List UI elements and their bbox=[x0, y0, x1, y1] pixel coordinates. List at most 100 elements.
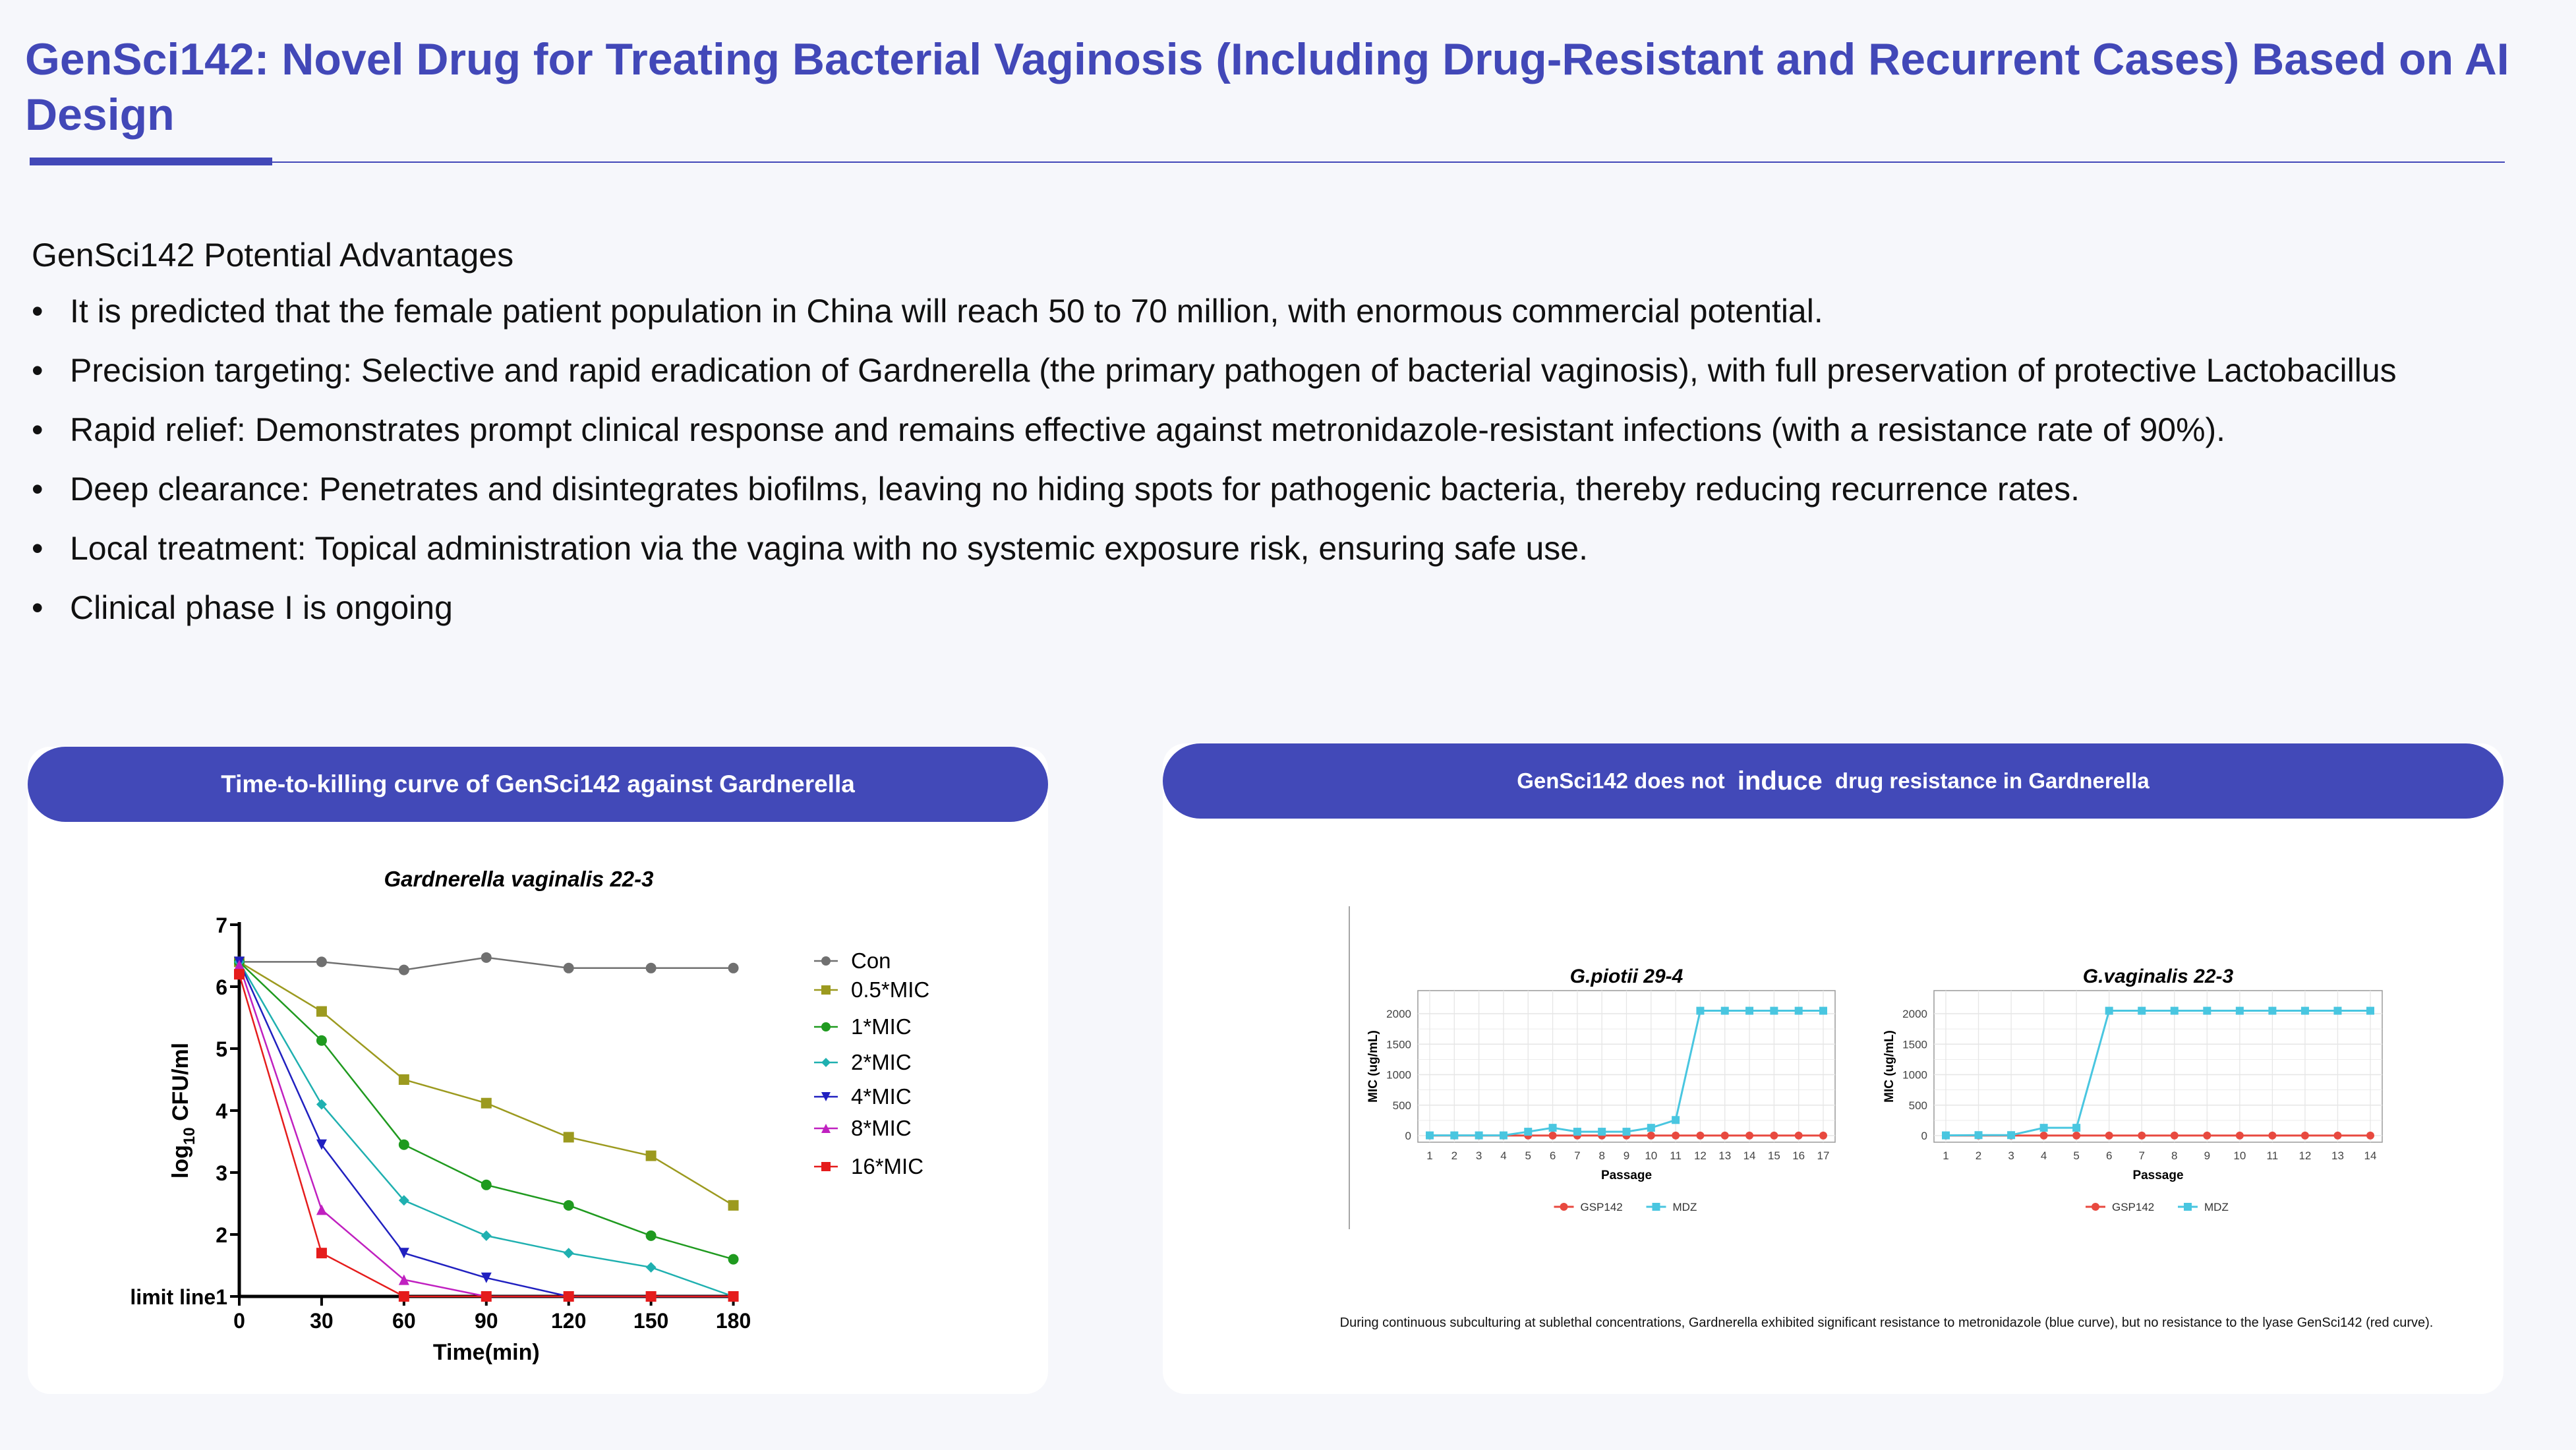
legend-swatch-marker bbox=[821, 956, 831, 966]
mic-x-tick-label: 5 bbox=[1525, 1149, 1531, 1162]
y-tick-label: 7 bbox=[216, 914, 227, 937]
mic-x-tick-label: 12 bbox=[1694, 1149, 1707, 1162]
mic-x-tick-label: 2 bbox=[1451, 1149, 1457, 1162]
mic-x-tick-label: 7 bbox=[2138, 1149, 2144, 1162]
mic-data-point bbox=[1672, 1116, 1680, 1124]
bullet-marker: • bbox=[32, 352, 44, 389]
series-line bbox=[239, 961, 734, 1206]
mic-data-point bbox=[2138, 1131, 2146, 1140]
mic-data-point bbox=[1548, 1131, 1557, 1140]
data-point bbox=[398, 1195, 409, 1206]
mic-chart-title: G.vaginalis 22-3 bbox=[2083, 966, 2234, 987]
data-point bbox=[398, 1248, 409, 1259]
mic-y-tick-label: 1500 bbox=[1386, 1038, 1411, 1051]
legend-label: 4*MIC bbox=[851, 1084, 912, 1109]
mic-x-tick-label: 10 bbox=[1645, 1149, 1657, 1162]
legend-label: 1*MIC bbox=[851, 1014, 912, 1039]
data-point bbox=[316, 1006, 327, 1017]
mic-y-tick-label: 0 bbox=[1405, 1130, 1411, 1142]
y-tick-label: 2 bbox=[216, 1223, 227, 1247]
mic-y-axis-label: MIC (ug/mL) bbox=[1883, 1030, 1896, 1103]
mic-x-tick-label: 11 bbox=[1670, 1149, 1682, 1162]
data-point bbox=[398, 1274, 409, 1285]
resistance-caption: During continuous subculturing at sublet… bbox=[1339, 1316, 2434, 1330]
mic-data-point bbox=[2203, 1131, 2211, 1140]
header-text-pre: GenSci142 does not bbox=[1517, 768, 1731, 793]
mic-x-tick-label: 12 bbox=[2298, 1149, 2311, 1162]
mic-x-tick-label: 2 bbox=[1976, 1149, 1981, 1162]
mic-y-tick-label: 500 bbox=[1909, 1099, 1927, 1112]
mic-data-point bbox=[2105, 1131, 2113, 1140]
header-text-post: drug resistance in Gardnerella bbox=[1829, 768, 2150, 793]
mic-data-point bbox=[1450, 1131, 1459, 1140]
advantage-text: Local treatment: Topical administration … bbox=[70, 530, 1589, 567]
legend-swatch-marker bbox=[821, 985, 831, 995]
advantage-text: Rapid relief: Demonstrates prompt clinic… bbox=[70, 411, 2226, 448]
data-point bbox=[645, 1230, 657, 1241]
mic-data-point bbox=[1974, 1131, 1983, 1140]
data-point bbox=[316, 1139, 327, 1150]
mic-data-point bbox=[2203, 1006, 2211, 1015]
mic-data-point bbox=[2268, 1131, 2277, 1140]
data-point bbox=[234, 969, 245, 980]
data-point bbox=[481, 1272, 492, 1283]
chart-title: Gardnerella vaginalis 22-3 bbox=[384, 867, 653, 891]
page-title: GenSci142: Novel Drug for Treating Bacte… bbox=[25, 34, 2509, 140]
mic-x-tick-label: 1 bbox=[1943, 1149, 1948, 1162]
legend-swatch-marker bbox=[821, 1092, 831, 1101]
mic-data-point bbox=[1720, 1006, 1729, 1015]
resistance-card-header: GenSci142 does not induce drug resistanc… bbox=[1163, 743, 2503, 819]
mic-y-tick-label: 1500 bbox=[1902, 1038, 1927, 1051]
legend-swatch-marker bbox=[821, 1124, 831, 1133]
mic-data-point bbox=[2300, 1006, 2309, 1015]
legend-swatch-marker bbox=[821, 1162, 831, 1171]
y-axis-label-part: log bbox=[168, 1145, 193, 1178]
mic-data-point bbox=[1770, 1131, 1778, 1140]
bullet-marker: • bbox=[32, 411, 44, 448]
data-point bbox=[645, 962, 657, 973]
mic-x-tick-label: 10 bbox=[2233, 1149, 2246, 1162]
mic-data-point bbox=[1720, 1131, 1729, 1140]
y-axis-label: log10 CFU/ml bbox=[168, 1043, 198, 1178]
mic-legend-marker bbox=[2092, 1203, 2099, 1211]
data-point bbox=[398, 1291, 409, 1302]
mic-left-guide-line bbox=[1349, 906, 1350, 1229]
data-point bbox=[316, 1204, 327, 1215]
y-tick-label: 5 bbox=[216, 1037, 227, 1061]
mic-y-tick-label: 500 bbox=[1393, 1099, 1411, 1112]
mic-legend-label: GSP142 bbox=[1581, 1201, 1623, 1213]
mic-x-tick-label: 9 bbox=[2204, 1149, 2210, 1162]
y-tick-label: limit line1 bbox=[130, 1285, 227, 1309]
header-text-emphasis: induce bbox=[1737, 766, 1823, 796]
advantage-text: Deep clearance: Penetrates and disintegr… bbox=[70, 471, 2080, 508]
mic-data-point bbox=[2300, 1131, 2309, 1140]
mic-data-point bbox=[2333, 1006, 2342, 1015]
data-point bbox=[563, 1291, 574, 1302]
title-divider-accent bbox=[30, 158, 272, 165]
advantage-text: Clinical phase I is ongoing bbox=[70, 589, 453, 626]
mic-data-point bbox=[1548, 1124, 1557, 1132]
advantage-item: • It is predicted that the female patient… bbox=[32, 290, 2397, 349]
y-tick-label: 6 bbox=[216, 975, 227, 999]
mic-data-point bbox=[2138, 1006, 2146, 1015]
mic-data-point bbox=[1942, 1131, 1950, 1140]
mic-data-point bbox=[2007, 1131, 2016, 1140]
mic-data-point bbox=[2235, 1131, 2244, 1140]
mic-x-tick-label: 9 bbox=[1624, 1149, 1629, 1162]
advantage-item: • Rapid relief: Demonstrates prompt clini… bbox=[32, 409, 2397, 468]
series-line bbox=[238, 973, 734, 1298]
advantages-heading: GenSci142 Potential Advantages bbox=[32, 237, 514, 274]
mic-data-point bbox=[1794, 1131, 1803, 1140]
mic-data-point bbox=[1672, 1131, 1680, 1140]
mic-chart-title: G.piotii 29-4 bbox=[1570, 966, 1683, 987]
mic-data-point bbox=[1696, 1006, 1705, 1015]
advantage-item: • Local treatment: Topical administration… bbox=[32, 527, 2397, 587]
data-point bbox=[563, 1248, 574, 1259]
mic-y-tick-label: 1000 bbox=[1386, 1069, 1411, 1082]
data-point bbox=[316, 1099, 327, 1110]
bullet-marker: • bbox=[32, 293, 44, 330]
x-axis-label: Time(min) bbox=[433, 1340, 540, 1365]
data-point bbox=[316, 956, 327, 968]
mic-data-point bbox=[2170, 1131, 2179, 1140]
